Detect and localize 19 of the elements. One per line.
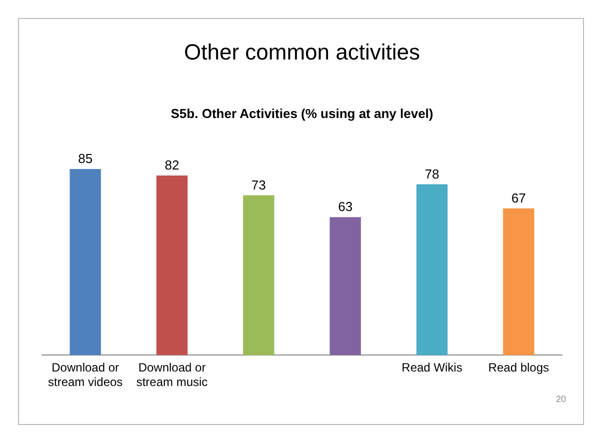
bar bbox=[416, 184, 448, 356]
bar bbox=[70, 168, 101, 356]
x-tick-label: Download or stream videos bbox=[48, 360, 123, 390]
bar bbox=[330, 217, 361, 356]
data-label: 73 bbox=[251, 177, 266, 192]
x-tick-label: Read blogs bbox=[488, 360, 550, 375]
data-label: 82 bbox=[164, 158, 180, 173]
data-label: 78 bbox=[424, 166, 440, 182]
text: 20 bbox=[556, 394, 566, 404]
chart-subtitle: S5b. Other Activities (% using at any level) bbox=[170, 106, 434, 121]
bar bbox=[156, 176, 188, 356]
data-label: 63 bbox=[338, 199, 353, 214]
chart-title: Other common activities bbox=[184, 39, 420, 64]
data-label: 67 bbox=[511, 190, 526, 206]
x-tick-label: Read Wikis bbox=[402, 360, 462, 375]
data-label: 85 bbox=[78, 151, 93, 166]
x-tick-label: Download or stream music bbox=[136, 360, 208, 390]
bar bbox=[243, 195, 274, 356]
bar bbox=[503, 208, 534, 356]
